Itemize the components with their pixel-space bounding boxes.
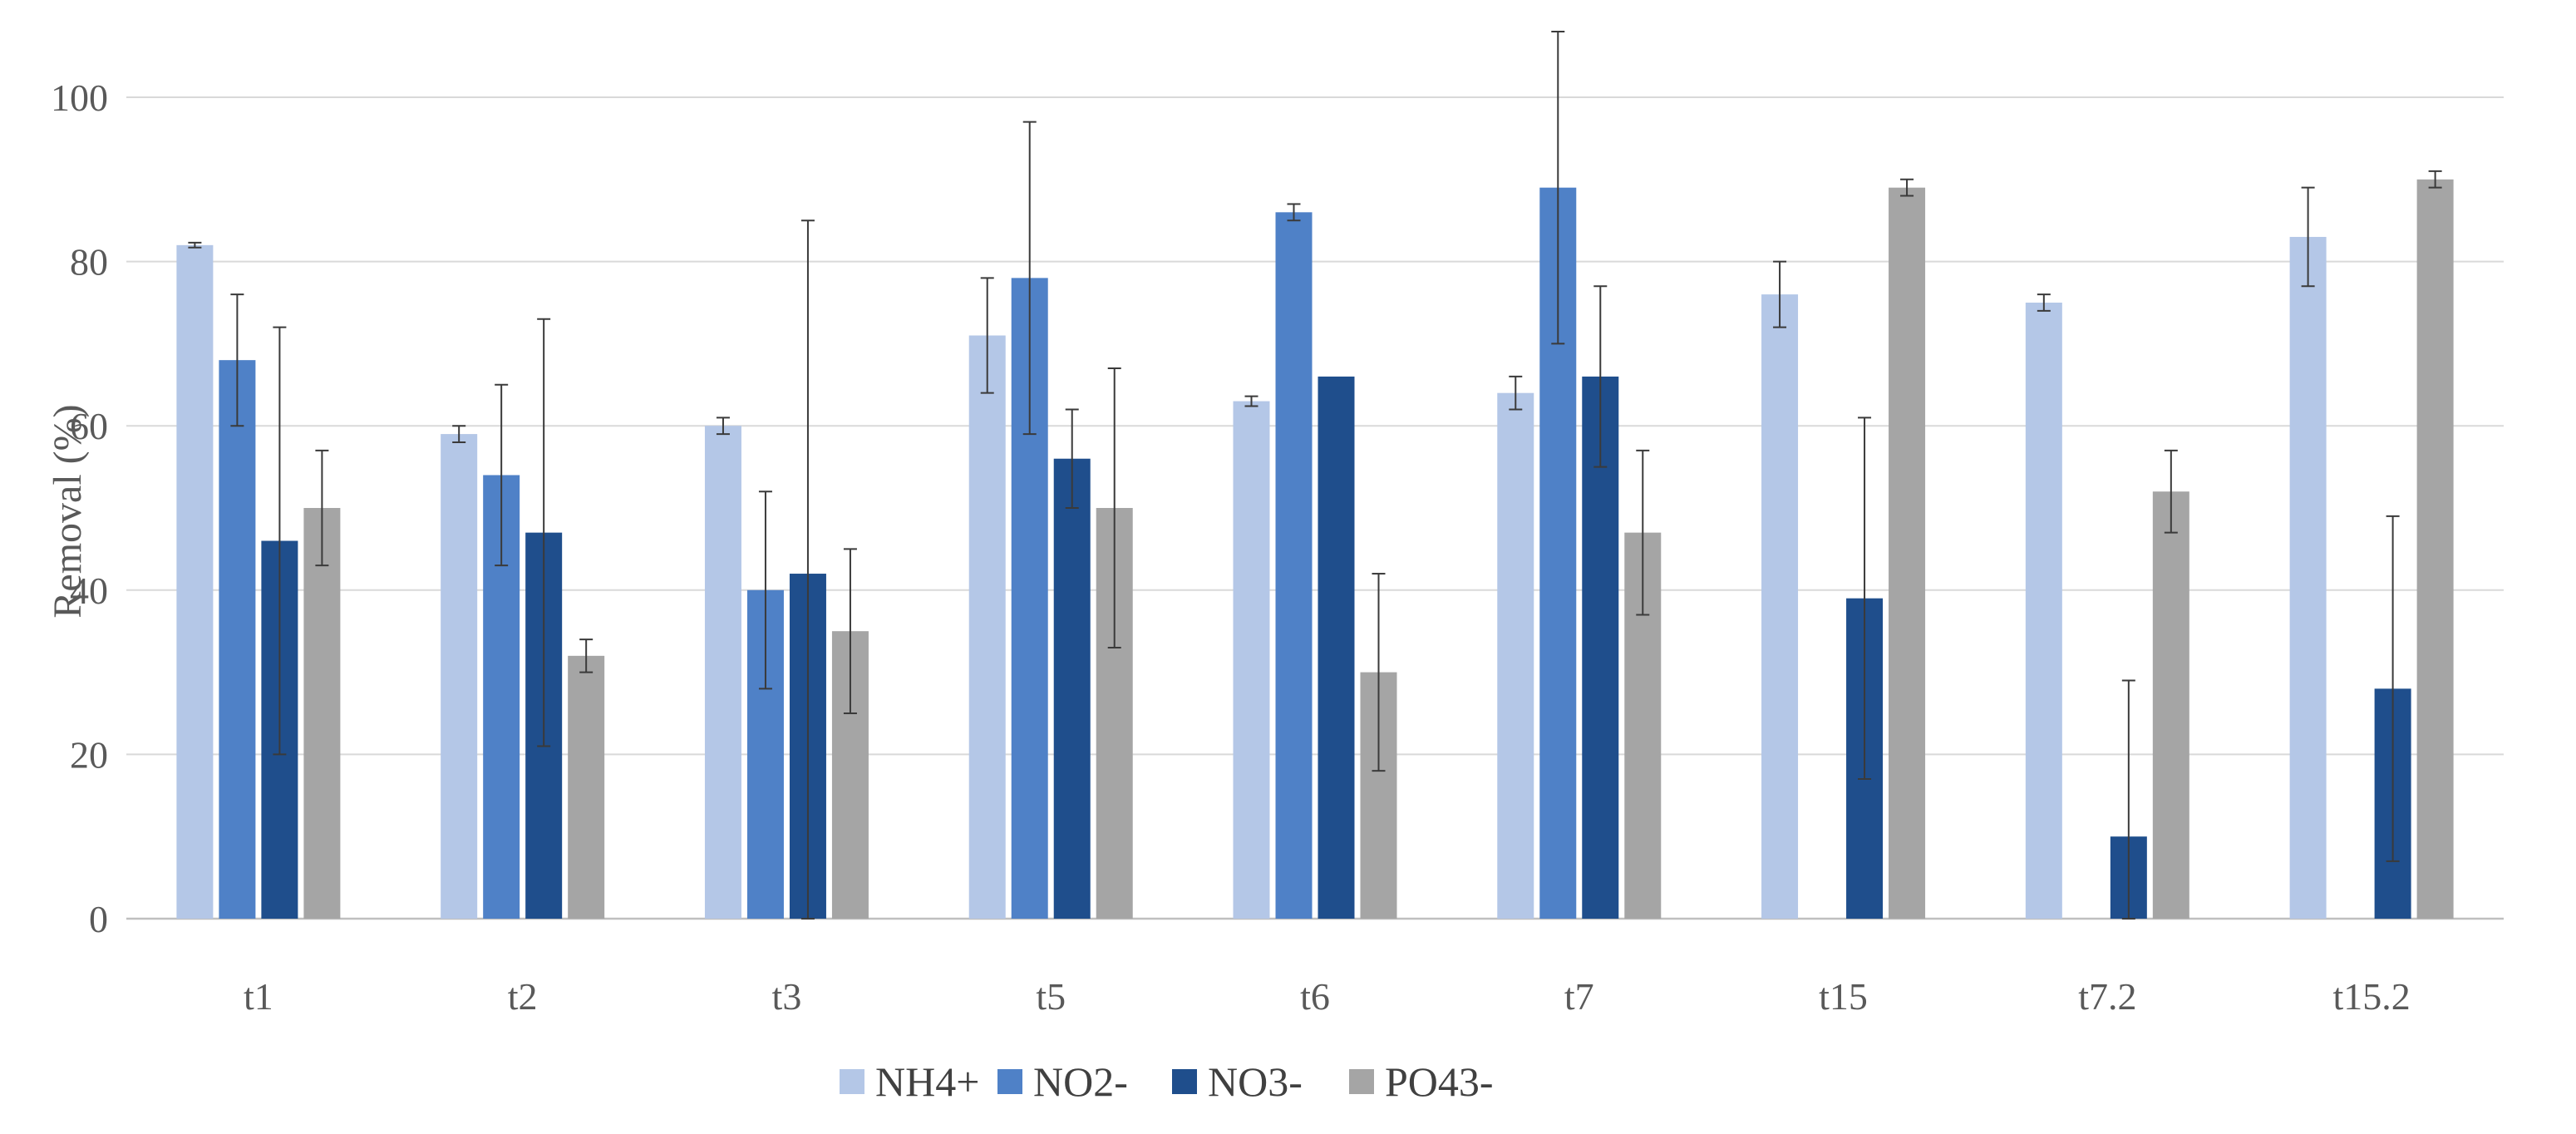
bar-t5-NO3- <box>1053 458 1091 919</box>
gridlines <box>126 96 2504 920</box>
bar-t15.2-NH4+ <box>2289 236 2327 920</box>
bar-t15.2-PO43- <box>2416 179 2454 920</box>
y-tick-label: 0 <box>89 898 108 940</box>
y-tick-label: 40 <box>70 569 108 612</box>
x-tick-label: t7 <box>1564 975 1594 1018</box>
x-tick-label: t5 <box>1036 975 1066 1018</box>
x-tick-label: t6 <box>1300 975 1330 1018</box>
bar-t2-NH4+ <box>441 434 478 919</box>
bar-t6-NO3- <box>1318 376 1355 919</box>
legend-swatch-NO3- <box>1172 1069 1197 1094</box>
x-tick-label: t1 <box>244 975 273 1018</box>
x-tick-label: t7.2 <box>2078 975 2136 1018</box>
bar-t1-NH4+ <box>176 244 214 920</box>
bars <box>176 179 2454 920</box>
bar-t7.2-PO43- <box>2152 491 2189 919</box>
bar-t3-NH4+ <box>704 426 741 919</box>
legend-label-NO2-: NO2- <box>1033 1058 1128 1105</box>
legend-swatch-NH4+ <box>840 1069 864 1094</box>
bar-t2-PO43- <box>568 655 605 919</box>
y-tick-label: 60 <box>70 405 108 447</box>
x-tick-label: t15.2 <box>2332 975 2410 1018</box>
legend-label-NH4+: NH4+ <box>875 1058 979 1105</box>
bar-t15-PO43- <box>1889 187 1926 919</box>
bar-t15-NH4+ <box>1761 294 1799 919</box>
y-tick-label: 80 <box>70 241 108 284</box>
bar-t5-NH4+ <box>968 335 1006 919</box>
x-tick-labels: t1 t2 t3 t5 t6 t7 t15 t7.2 t15.2 <box>244 975 2411 1018</box>
legend-swatch-PO43- <box>1349 1069 1374 1094</box>
legend: NH4+ NO2- NO3- PO43- <box>840 1058 1494 1105</box>
bar-t6-NH4+ <box>1233 401 1270 919</box>
bar-t1-NO2- <box>219 360 256 919</box>
bar-t7.2-NH4+ <box>2025 303 2062 919</box>
x-tick-label: t2 <box>508 975 538 1018</box>
y-axis-title: Removal (%) <box>46 404 90 618</box>
error-bars <box>188 30 2442 920</box>
bar-t6-NO2- <box>1275 212 1313 919</box>
y-tick-label: 100 <box>51 76 108 119</box>
bar-t1-PO43- <box>303 508 341 919</box>
x-tick-label: t3 <box>772 975 802 1018</box>
y-tick-label: 20 <box>70 733 108 776</box>
x-tick-label: t15 <box>1819 975 1868 1018</box>
y-tick-labels: 0 20 40 60 80 100 <box>51 76 108 940</box>
bar-t7-NH4+ <box>1497 392 1534 919</box>
legend-label-NO3-: NO3- <box>1208 1058 1303 1105</box>
legend-swatch-NO2- <box>997 1069 1022 1094</box>
legend-label-PO43-: PO43- <box>1385 1058 1494 1105</box>
